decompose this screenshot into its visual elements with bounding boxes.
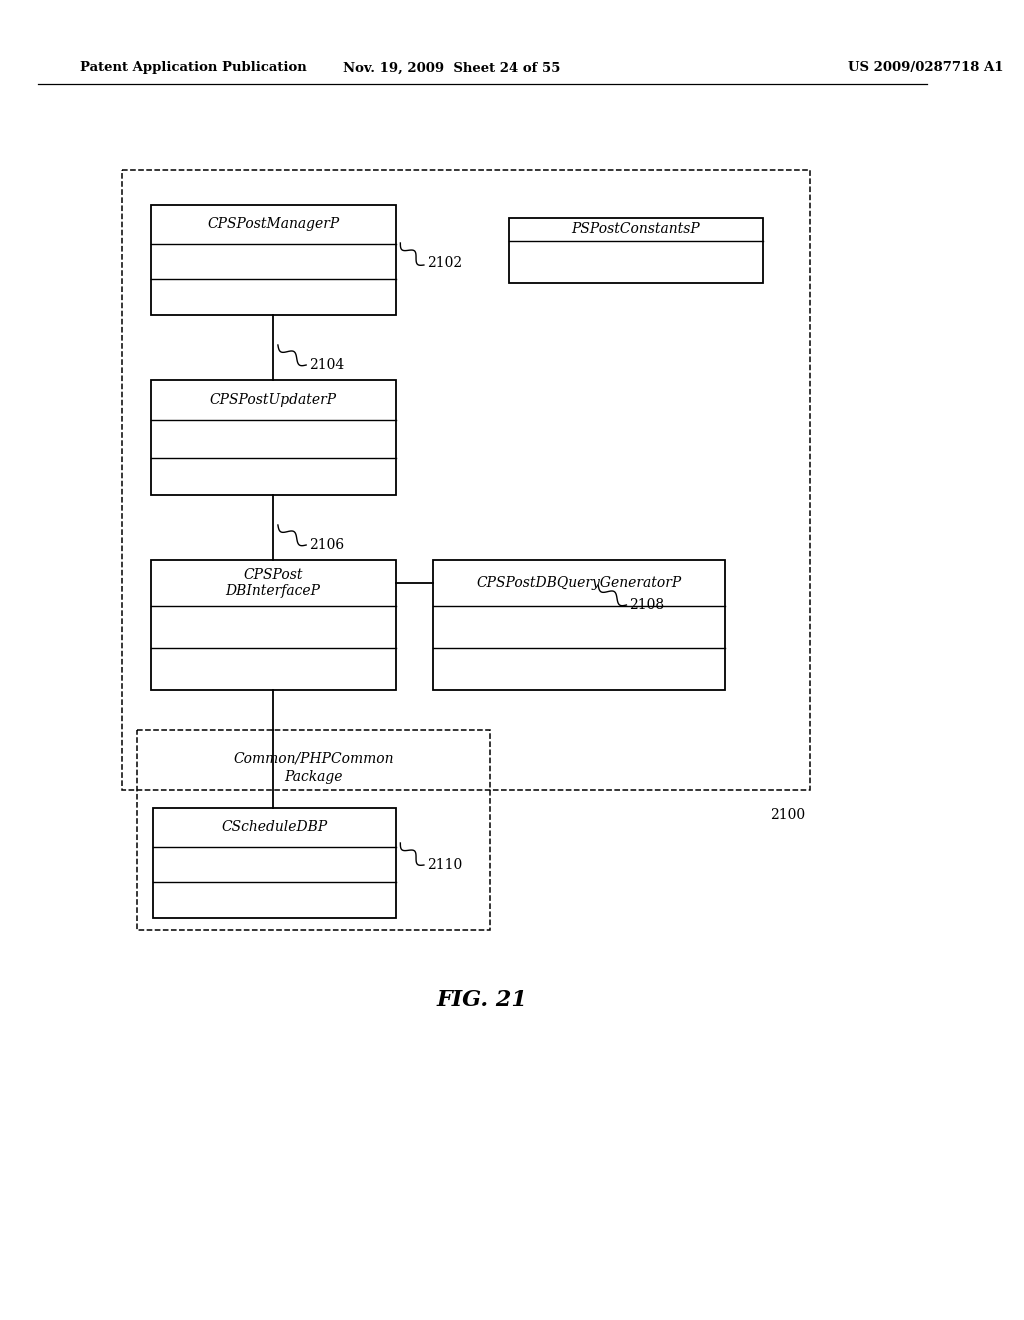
- Bar: [433, 560, 725, 690]
- Text: PSPostConstantsP: PSPostConstantsP: [571, 222, 700, 236]
- Bar: [123, 170, 810, 789]
- Text: 2110: 2110: [427, 858, 462, 873]
- Text: CPSPostManagerP: CPSPostManagerP: [207, 218, 339, 231]
- Bar: [509, 218, 763, 282]
- Bar: [136, 730, 489, 931]
- Text: 2106: 2106: [309, 539, 344, 552]
- Text: 2104: 2104: [309, 358, 344, 372]
- Text: Patent Application Publication: Patent Application Publication: [80, 62, 307, 74]
- Text: 2108: 2108: [630, 598, 665, 612]
- Bar: [151, 205, 395, 315]
- Text: Common/PHPCommon
Package: Common/PHPCommon Package: [233, 752, 393, 784]
- Bar: [151, 380, 395, 495]
- Bar: [151, 560, 395, 690]
- Text: FIG. 21: FIG. 21: [437, 989, 527, 1011]
- Text: CScheduleDBP: CScheduleDBP: [221, 820, 328, 834]
- Text: CPSPostDBQueryGeneratorP: CPSPostDBQueryGeneratorP: [477, 576, 682, 590]
- Text: 2100: 2100: [770, 808, 806, 822]
- Bar: [153, 808, 395, 917]
- Text: CPSPost
DBInterfaceP: CPSPost DBInterfaceP: [225, 568, 321, 598]
- Text: 2102: 2102: [427, 256, 462, 271]
- Text: CPSPostUpdaterP: CPSPostUpdaterP: [210, 393, 337, 407]
- Text: Nov. 19, 2009  Sheet 24 of 55: Nov. 19, 2009 Sheet 24 of 55: [343, 62, 561, 74]
- Text: US 2009/0287718 A1: US 2009/0287718 A1: [848, 62, 1004, 74]
